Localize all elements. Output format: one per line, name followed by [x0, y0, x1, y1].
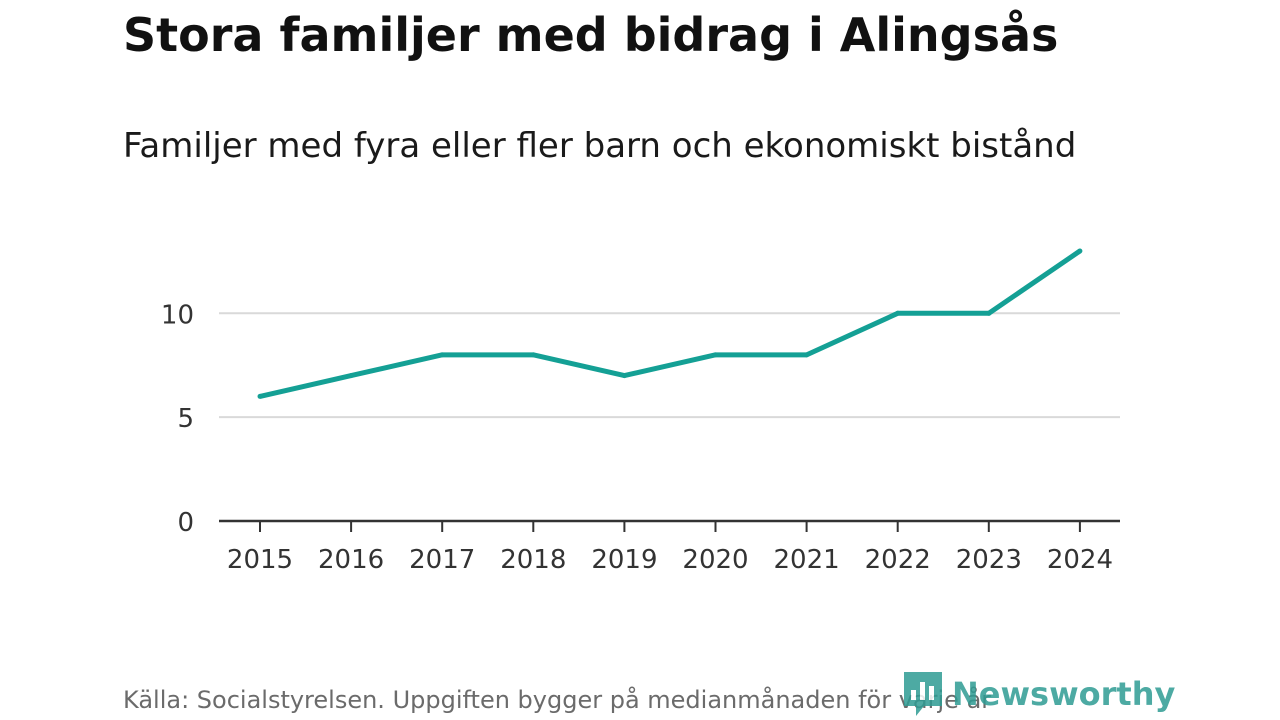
x-tick-label: 2024	[1047, 545, 1113, 575]
data-point	[804, 352, 810, 358]
data-point	[348, 373, 354, 379]
data-point	[257, 393, 263, 399]
x-tick-label: 2023	[956, 545, 1022, 575]
y-tick-label: 10	[161, 300, 194, 330]
x-tick-label: 2020	[682, 545, 748, 575]
x-tick-label: 2016	[318, 545, 384, 575]
data-point	[621, 373, 627, 379]
y-tick-label: 0	[177, 508, 194, 538]
y-axis-ticks: 0 5 10	[161, 300, 194, 538]
data-point	[713, 352, 718, 358]
x-tick-label: 2022	[865, 545, 931, 575]
x-tick-label: 2018	[500, 545, 566, 575]
data-point	[895, 310, 901, 316]
newsworthy-logo: Newsworthy	[902, 670, 1175, 718]
x-tick-label: 2021	[774, 545, 840, 575]
x-tick-label: 2015	[227, 545, 293, 575]
data-point	[439, 352, 445, 358]
y-tick-label: 5	[177, 404, 194, 434]
x-tick-label: 2017	[409, 545, 475, 575]
chart-subtitle: Familjer med fyra eller fler barn och ek…	[123, 126, 1077, 166]
series-line	[259, 248, 1082, 399]
x-axis-ticks: 2015 2016 2017 2018 2019 2020 2021 2022 2023 2024	[227, 521, 1113, 575]
data-point	[530, 352, 536, 358]
data-point	[1077, 248, 1083, 254]
brand-name: Newsworthy	[952, 675, 1176, 713]
source-note: Källa: Socialstyrelsen. Uppgiften bygger…	[123, 686, 992, 714]
bar-chart-bubble-icon	[904, 672, 942, 716]
data-point	[986, 310, 992, 316]
series-layer	[257, 248, 1083, 399]
x-tick-label: 2019	[591, 545, 657, 575]
chart-title: Stora familjer med bidrag i Alingsås	[123, 8, 1059, 62]
